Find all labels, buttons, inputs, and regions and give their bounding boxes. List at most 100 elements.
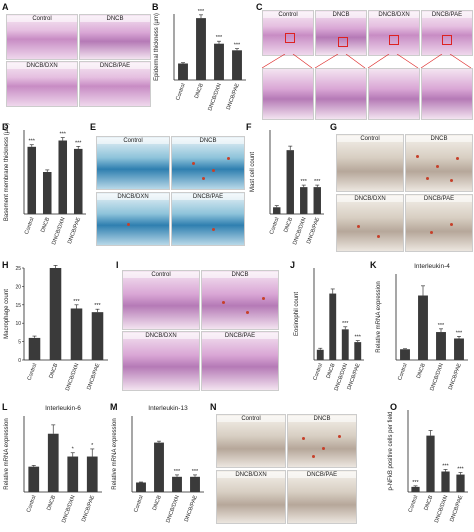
significance-mark: *** bbox=[29, 139, 36, 145]
significance-mark: *** bbox=[314, 179, 321, 185]
zoom-micrograph-c-dncb-pae bbox=[421, 68, 473, 120]
zoom-micrograph-c-control bbox=[262, 68, 314, 120]
zoom-box bbox=[389, 35, 399, 45]
chart-h-macrophage-count: Macrophage count 25 20 15 10 5 0 Control DNCB ***… bbox=[4, 265, 108, 392]
bar bbox=[73, 148, 83, 214]
micrograph-n-dncb-pae: DNCB/PAE bbox=[287, 470, 357, 524]
significance-mark: *** bbox=[301, 179, 308, 185]
x-tick-label: Control bbox=[133, 495, 145, 514]
bar bbox=[178, 63, 188, 80]
panel-label-f: F bbox=[246, 122, 252, 132]
micrograph-caption: DNCB/DXN bbox=[97, 194, 169, 200]
micrograph-caption: DNCB/DXN bbox=[337, 196, 403, 202]
significance-mark: *** bbox=[457, 467, 464, 473]
micrograph-caption: DNCB/PAE bbox=[288, 472, 356, 478]
chart-f-mast-cell-count: Mast cell count Control DNCB *** DNCB/DXN ***… bbox=[250, 130, 324, 246]
micrograph-caption: DNCB bbox=[288, 416, 356, 422]
micrograph-e-dncb-dxn: DNCB/DXN bbox=[96, 192, 170, 246]
bar bbox=[28, 466, 40, 492]
bar bbox=[190, 476, 200, 492]
x-tick-label: DNCB/DXN bbox=[51, 217, 66, 246]
zoom-connector-lines bbox=[262, 54, 472, 68]
micrograph-caption: DNCB bbox=[406, 136, 472, 142]
x-tick-label: DNCB bbox=[416, 362, 427, 379]
significance-mark: *** bbox=[438, 323, 445, 329]
y-axis-label: Macrophage count bbox=[4, 289, 10, 339]
micrograph-caption: DNCB bbox=[202, 272, 278, 278]
micrograph-a-control: Control bbox=[6, 14, 78, 60]
bar bbox=[91, 312, 104, 360]
micrograph-caption: DNCB/DXN bbox=[123, 333, 199, 339]
x-tick-label: DNCB bbox=[326, 362, 337, 379]
bar bbox=[49, 268, 62, 360]
micrograph-caption: DNCB/PAE bbox=[172, 194, 244, 200]
panel-label-m: M bbox=[110, 402, 118, 412]
micrograph-n-dncb: DNCB bbox=[287, 414, 357, 468]
micrograph-caption: Control bbox=[97, 138, 169, 144]
bar bbox=[214, 43, 224, 80]
chart-d-basement-membrane: Basement membrane thickness (µm) *** Contr… bbox=[4, 123, 86, 246]
significance-mark: *** bbox=[355, 335, 362, 341]
x-tick-label: DNCB bbox=[40, 216, 51, 233]
micrograph-caption: DNCB/PAE bbox=[406, 196, 472, 202]
panel-label-k: K bbox=[370, 260, 377, 270]
micrograph-c-dncb: DNCB bbox=[315, 10, 367, 56]
x-tick-label: DNCB/PAE bbox=[226, 82, 241, 110]
micrograph-a-dncb: DNCB bbox=[79, 14, 151, 60]
bar bbox=[42, 172, 52, 214]
y-axis-label: Eosinophil count bbox=[294, 292, 300, 336]
x-tick-label: Control bbox=[397, 363, 409, 382]
panel-label-e: E bbox=[90, 122, 97, 132]
significance-mark: * bbox=[72, 447, 75, 453]
x-tick-label: Control bbox=[269, 217, 281, 236]
x-tick-label: DNCB/PAE bbox=[81, 494, 96, 522]
bar bbox=[341, 329, 349, 360]
y-axis-label: Basement membrane thickness (µm) bbox=[4, 123, 10, 221]
x-tick-label: DNCB/PAE bbox=[449, 494, 464, 522]
x-tick-label: DNCB bbox=[194, 82, 205, 99]
chart-k-interleukin-4: Interleukin-4 Relative mRNA expression Con… bbox=[376, 263, 468, 392]
micrograph-e-dncb-pae: DNCB/PAE bbox=[171, 192, 245, 246]
panel-label-n: N bbox=[210, 402, 217, 412]
y-axis-label: Relative mRNA expression bbox=[112, 418, 118, 489]
x-tick-label: Control bbox=[27, 363, 39, 382]
bar bbox=[286, 150, 294, 214]
panel-label-o: O bbox=[390, 402, 398, 412]
micrograph-n-control: Control bbox=[216, 414, 286, 468]
panel-label-g: G bbox=[330, 122, 338, 132]
x-tick-label: DNCB/DXN bbox=[61, 495, 76, 524]
micrograph-caption: DNCB/PAE bbox=[202, 333, 278, 339]
significance-mark: *** bbox=[192, 469, 199, 475]
bar bbox=[418, 295, 428, 360]
zoom-box bbox=[442, 35, 452, 45]
micrograph-e-dncb: DNCB bbox=[171, 136, 245, 190]
micrograph-caption: DNCB bbox=[80, 16, 150, 22]
panel-label-c: C bbox=[256, 2, 263, 12]
chart-title: Interleukin-6 bbox=[45, 405, 81, 412]
bar bbox=[316, 349, 324, 360]
micrograph-i-dncb-dxn: DNCB/DXN bbox=[122, 331, 200, 391]
x-tick-label: DNCB/PAE bbox=[347, 362, 362, 390]
bar bbox=[136, 482, 146, 492]
micrograph-c-dncb-pae: DNCB/PAE bbox=[421, 10, 473, 56]
x-tick-label: DNCB/PAE bbox=[448, 362, 463, 390]
x-tick-label: Control bbox=[26, 495, 38, 514]
bar bbox=[232, 50, 242, 80]
bar bbox=[456, 474, 465, 492]
x-tick-label: DNCB bbox=[423, 494, 434, 511]
x-tick-label: DNCB bbox=[46, 494, 57, 511]
significance-mark: *** bbox=[73, 299, 80, 305]
bar bbox=[196, 18, 206, 80]
panel-label-i: I bbox=[116, 260, 119, 270]
micrograph-caption: Control bbox=[123, 272, 199, 278]
zoom-micrograph-c-dncb bbox=[315, 68, 367, 120]
micrograph-g-dncb-pae: DNCB/PAE bbox=[405, 194, 473, 252]
bar bbox=[454, 338, 464, 360]
x-tick-label: Control bbox=[408, 495, 420, 514]
micrograph-c-dncb-dxn: DNCB/DXN bbox=[368, 10, 420, 56]
x-tick-label: Control bbox=[24, 217, 36, 236]
bar bbox=[441, 471, 450, 492]
micrograph-a-dncb-dxn: DNCB/DXN bbox=[6, 61, 78, 107]
panel-label-h: H bbox=[2, 260, 9, 270]
